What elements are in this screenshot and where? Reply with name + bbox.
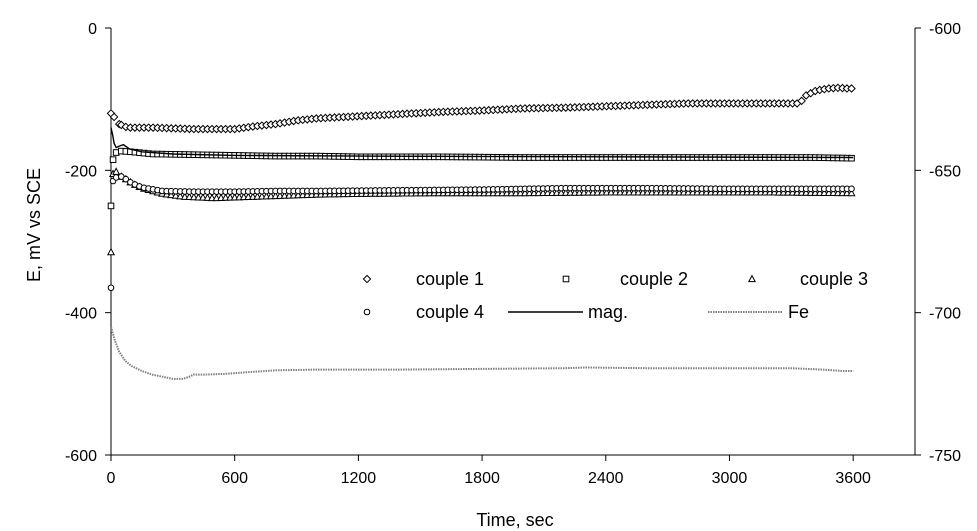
legend: couple 1 couple 2 couple 3 couple 4 mag. Fe: [362, 269, 868, 322]
y2-tick-label: -650: [929, 163, 961, 180]
legend-label: couple 1: [416, 269, 484, 289]
legend-label: Fe: [788, 302, 809, 322]
square-marker: [562, 275, 570, 283]
legend-label: mag.: [588, 302, 628, 322]
x-tick-label: 3000: [712, 470, 748, 487]
circle-marker: [112, 174, 120, 181]
right-y-axis: -600 -650 -700 -750: [915, 21, 961, 465]
triangle-marker: [185, 192, 194, 201]
diamond-marker: [797, 96, 806, 106]
circle-marker: [122, 175, 130, 183]
series-mag: [110, 127, 854, 159]
diamond-marker: [117, 120, 126, 130]
x-tick-label: 3600: [835, 470, 871, 487]
x-axis: 0 600 1200 1800 2400 3000 3600: [107, 455, 871, 487]
series-fe: [110, 326, 854, 380]
legend-label: couple 4: [416, 302, 484, 322]
series-couple-1: [106, 83, 856, 134]
triangle-marker: [847, 188, 856, 197]
legend-item: couple 1: [362, 269, 484, 289]
legend-item: couple 2: [562, 269, 688, 289]
circle-marker: [848, 185, 855, 193]
series-line: [110, 127, 854, 159]
circle-marker: [107, 284, 115, 292]
legend-item: mag.: [508, 302, 628, 322]
left-y-axis: 0 -200 -400 -600: [65, 21, 111, 465]
y-tick-label: 0: [88, 21, 97, 38]
triangle-marker: [203, 193, 212, 201]
y-tick-label: -600: [65, 448, 97, 465]
triangle-marker: [198, 193, 207, 201]
series-layer: [106, 83, 856, 380]
triangle-marker: [106, 247, 116, 256]
circle-marker: [363, 308, 371, 316]
legend-item: couple 3: [747, 269, 868, 289]
y-axis-title: E, mV vs SCE: [24, 168, 44, 282]
square-marker: [109, 156, 117, 163]
y-tick-label: -200: [65, 163, 97, 180]
square-marker: [848, 154, 855, 162]
triangle-marker: [176, 191, 185, 200]
square-marker: [107, 202, 115, 210]
triangle-marker: [171, 191, 180, 199]
legend-item: Fe: [708, 302, 809, 322]
y2-tick-label: -700: [929, 306, 961, 323]
x-tick-label: 2400: [588, 470, 624, 487]
diamond-marker: [362, 274, 372, 284]
x-tick-label: 1800: [464, 470, 500, 487]
series-couple-4: [107, 173, 855, 292]
series-line: [110, 326, 854, 380]
plot-frame: [110, 28, 916, 456]
y-tick-label: -400: [65, 306, 97, 323]
diamond-marker: [109, 112, 119, 122]
legend-label: couple 3: [800, 269, 868, 289]
y2-tick-label: -600: [929, 21, 961, 38]
triangle-marker: [180, 192, 189, 200]
legend-item: couple 4: [363, 302, 484, 322]
triangle-marker: [747, 274, 757, 283]
diamond-marker: [847, 84, 856, 93]
x-tick-label: 1200: [341, 470, 377, 487]
y2-tick-label: -750: [929, 448, 961, 465]
triangle-marker: [194, 192, 203, 201]
triangle-marker: [167, 190, 176, 199]
x-tick-label: 0: [107, 470, 116, 487]
legend-label: couple 2: [620, 269, 688, 289]
triangle-marker: [189, 192, 198, 201]
x-axis-title: Time, sec: [476, 510, 553, 530]
series-couple-3: [106, 167, 856, 256]
x-tick-label: 600: [221, 470, 248, 487]
